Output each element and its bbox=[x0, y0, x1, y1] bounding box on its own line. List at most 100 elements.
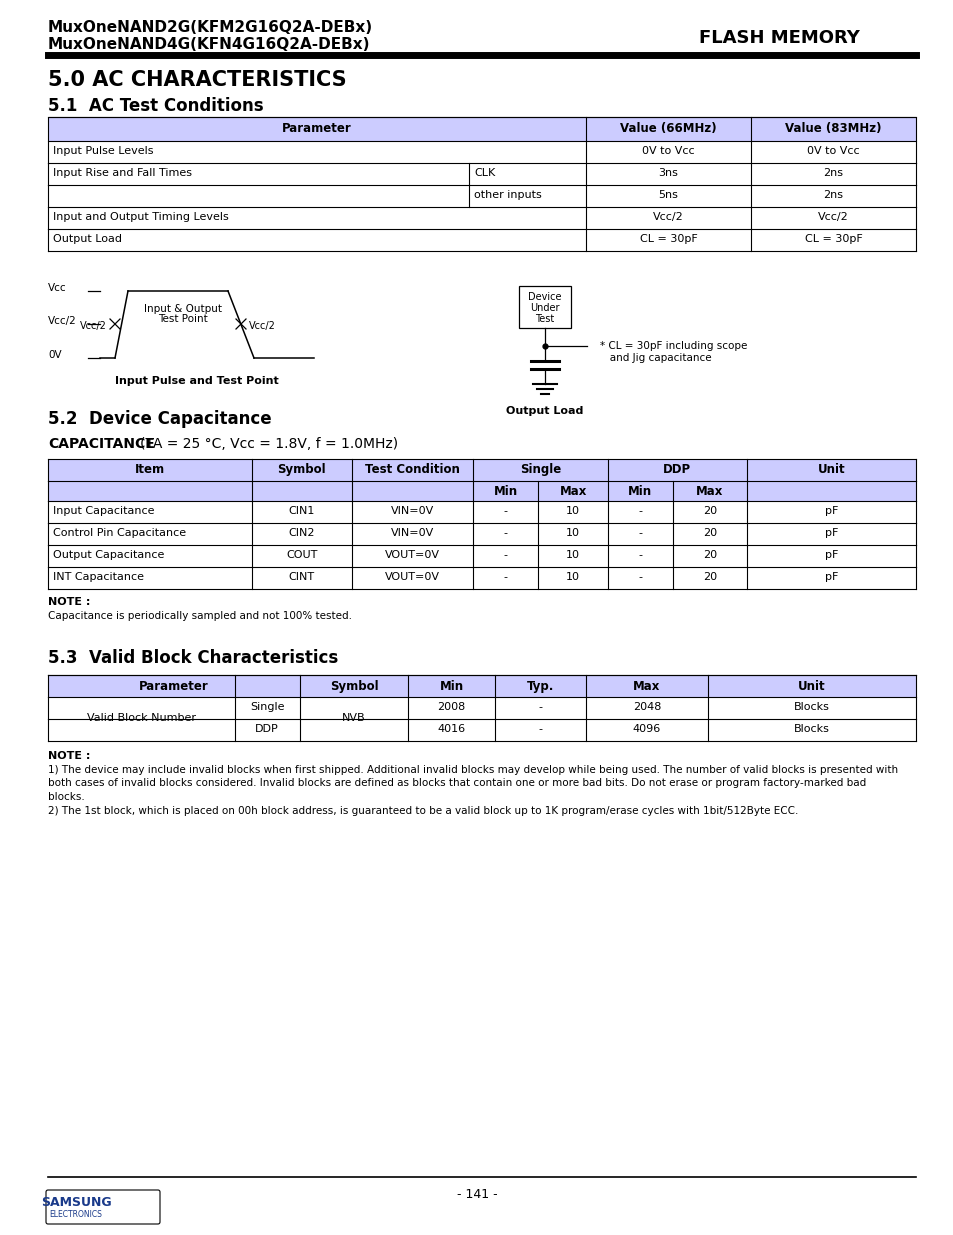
Text: pF: pF bbox=[823, 550, 837, 559]
Text: -: - bbox=[503, 550, 507, 559]
Text: NOTE :: NOTE : bbox=[48, 751, 91, 761]
Text: Min: Min bbox=[439, 680, 463, 693]
Text: 5.0 AC CHARACTERISTICS: 5.0 AC CHARACTERISTICS bbox=[48, 70, 346, 90]
Bar bbox=[48, 480, 915, 501]
Text: - 141 -: - 141 - bbox=[456, 1188, 497, 1200]
Text: 0V to Vcc: 0V to Vcc bbox=[806, 146, 859, 156]
Text: Parameter: Parameter bbox=[139, 680, 209, 693]
Text: 2ns: 2ns bbox=[822, 190, 842, 200]
Text: 5ns: 5ns bbox=[658, 190, 678, 200]
Text: (TA = 25 °C, Vcc = 1.8V, f = 1.0MHz): (TA = 25 °C, Vcc = 1.8V, f = 1.0MHz) bbox=[140, 437, 397, 451]
Text: 0V: 0V bbox=[48, 350, 62, 359]
Text: Vcc: Vcc bbox=[48, 283, 67, 293]
Text: 20: 20 bbox=[702, 529, 716, 538]
Text: Min: Min bbox=[628, 485, 652, 498]
Text: Typ.: Typ. bbox=[526, 680, 554, 693]
Text: 10: 10 bbox=[565, 529, 579, 538]
Text: CIN2: CIN2 bbox=[289, 529, 314, 538]
Text: VIN=0V: VIN=0V bbox=[391, 529, 434, 538]
Text: Max: Max bbox=[696, 485, 722, 498]
Text: MuxOneNAND2G(KFM2G16Q2A-DEBx): MuxOneNAND2G(KFM2G16Q2A-DEBx) bbox=[48, 20, 373, 35]
Text: Blocks: Blocks bbox=[793, 701, 829, 713]
Text: INT Capacitance: INT Capacitance bbox=[53, 572, 144, 582]
Text: 2008: 2008 bbox=[437, 701, 465, 713]
Text: -: - bbox=[503, 529, 507, 538]
Text: -: - bbox=[503, 572, 507, 582]
Bar bbox=[518, 287, 571, 329]
Text: Output Capacitance: Output Capacitance bbox=[53, 550, 164, 559]
Text: Unit: Unit bbox=[817, 463, 844, 475]
Text: CL = 30pF: CL = 30pF bbox=[639, 233, 697, 245]
Text: 10: 10 bbox=[565, 506, 579, 516]
Text: pF: pF bbox=[823, 529, 837, 538]
Text: Symbol: Symbol bbox=[330, 680, 378, 693]
Text: 20: 20 bbox=[702, 572, 716, 582]
Text: 5.2  Device Capacitance: 5.2 Device Capacitance bbox=[48, 410, 272, 429]
Text: VOUT=0V: VOUT=0V bbox=[385, 572, 439, 582]
Text: Input & Output: Input & Output bbox=[144, 304, 222, 314]
Text: 20: 20 bbox=[702, 550, 716, 559]
Text: SAMSUNG: SAMSUNG bbox=[41, 1195, 112, 1209]
Text: NVB: NVB bbox=[342, 713, 365, 722]
Text: Capacitance is periodically sampled and not 100% tested.: Capacitance is periodically sampled and … bbox=[48, 611, 352, 621]
Text: ELECTRONICS: ELECTRONICS bbox=[50, 1210, 102, 1219]
Text: COUT: COUT bbox=[286, 550, 317, 559]
Text: Blocks: Blocks bbox=[793, 724, 829, 734]
Text: 20: 20 bbox=[702, 506, 716, 516]
Text: VOUT=0V: VOUT=0V bbox=[385, 550, 439, 559]
Text: * CL = 30pF including scope: * CL = 30pF including scope bbox=[599, 341, 746, 351]
Text: 1) The device may include invalid blocks when first shipped. Additional invalid : 1) The device may include invalid blocks… bbox=[48, 764, 897, 776]
Text: 5.3  Valid Block Characteristics: 5.3 Valid Block Characteristics bbox=[48, 650, 338, 667]
Text: 2048: 2048 bbox=[632, 701, 660, 713]
Bar bbox=[48, 459, 915, 480]
Text: 0V to Vcc: 0V to Vcc bbox=[641, 146, 694, 156]
Text: Input Pulse Levels: Input Pulse Levels bbox=[53, 146, 153, 156]
Text: 2ns: 2ns bbox=[822, 168, 842, 178]
Text: -: - bbox=[638, 506, 641, 516]
Text: Vcc/2: Vcc/2 bbox=[79, 321, 107, 331]
Text: FLASH MEMORY: FLASH MEMORY bbox=[699, 28, 859, 47]
Text: -: - bbox=[538, 701, 542, 713]
Text: pF: pF bbox=[823, 572, 837, 582]
Text: NOTE :: NOTE : bbox=[48, 597, 91, 606]
Text: 5.1  AC Test Conditions: 5.1 AC Test Conditions bbox=[48, 98, 263, 115]
Text: Vcc/2: Vcc/2 bbox=[653, 212, 683, 222]
Text: CIN1: CIN1 bbox=[289, 506, 314, 516]
Text: DDP: DDP bbox=[255, 724, 278, 734]
Text: -: - bbox=[638, 572, 641, 582]
Text: -: - bbox=[503, 506, 507, 516]
Text: pF: pF bbox=[823, 506, 837, 516]
Text: VIN=0V: VIN=0V bbox=[391, 506, 434, 516]
Text: Max: Max bbox=[633, 680, 659, 693]
Text: Under: Under bbox=[530, 303, 559, 312]
Text: Single: Single bbox=[250, 701, 284, 713]
Text: Test Point: Test Point bbox=[158, 314, 208, 324]
Text: Output Load: Output Load bbox=[53, 233, 122, 245]
Text: Value (83MHz): Value (83MHz) bbox=[784, 122, 881, 135]
Text: Input Capacitance: Input Capacitance bbox=[53, 506, 154, 516]
Text: Vcc/2: Vcc/2 bbox=[818, 212, 848, 222]
Text: other inputs: other inputs bbox=[474, 190, 541, 200]
Text: Item: Item bbox=[134, 463, 165, 475]
Text: DDP: DDP bbox=[662, 463, 691, 475]
Text: CINT: CINT bbox=[289, 572, 314, 582]
Text: both cases of invalid blocks considered. Invalid blocks are defined as blocks th: both cases of invalid blocks considered.… bbox=[48, 778, 865, 788]
Text: Symbol: Symbol bbox=[277, 463, 326, 475]
Text: CAPACITANCE: CAPACITANCE bbox=[48, 437, 154, 451]
Text: Parameter: Parameter bbox=[282, 122, 352, 135]
Text: 3ns: 3ns bbox=[658, 168, 678, 178]
Bar bbox=[48, 676, 915, 697]
Text: Test: Test bbox=[535, 314, 554, 324]
Text: 10: 10 bbox=[565, 550, 579, 559]
Text: and Jig capacitance: and Jig capacitance bbox=[599, 353, 711, 363]
Text: Device: Device bbox=[528, 291, 561, 303]
Text: Value (66MHz): Value (66MHz) bbox=[619, 122, 717, 135]
Text: Vcc/2: Vcc/2 bbox=[48, 316, 76, 326]
Text: Min: Min bbox=[494, 485, 517, 498]
Text: 2) The 1st block, which is placed on 00h block address, is guaranteed to be a va: 2) The 1st block, which is placed on 00h… bbox=[48, 805, 798, 815]
Text: Input and Output Timing Levels: Input and Output Timing Levels bbox=[53, 212, 229, 222]
Text: 10: 10 bbox=[565, 572, 579, 582]
Text: Control Pin Capacitance: Control Pin Capacitance bbox=[53, 529, 186, 538]
Text: blocks.: blocks. bbox=[48, 792, 85, 802]
Text: MuxOneNAND4G(KFN4G16Q2A-DEBx): MuxOneNAND4G(KFN4G16Q2A-DEBx) bbox=[48, 37, 370, 52]
